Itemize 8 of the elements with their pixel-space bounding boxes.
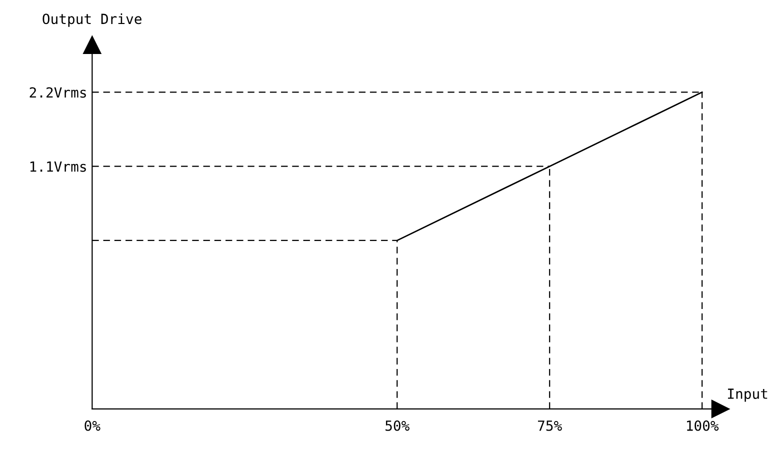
x-tick-label: 100%	[687, 420, 719, 431]
x-tick-label: 75%	[538, 420, 562, 431]
y-tick-label: 1.1Vrms	[30, 162, 86, 172]
x-axis-title: Input	[728, 388, 768, 402]
y-axis-title: Output Drive	[42, 13, 142, 27]
y-tick-label: 2.2Vrms	[30, 87, 86, 98]
x-tick-label: 50%	[386, 420, 410, 431]
x-tick-label: 0%	[84, 420, 100, 431]
